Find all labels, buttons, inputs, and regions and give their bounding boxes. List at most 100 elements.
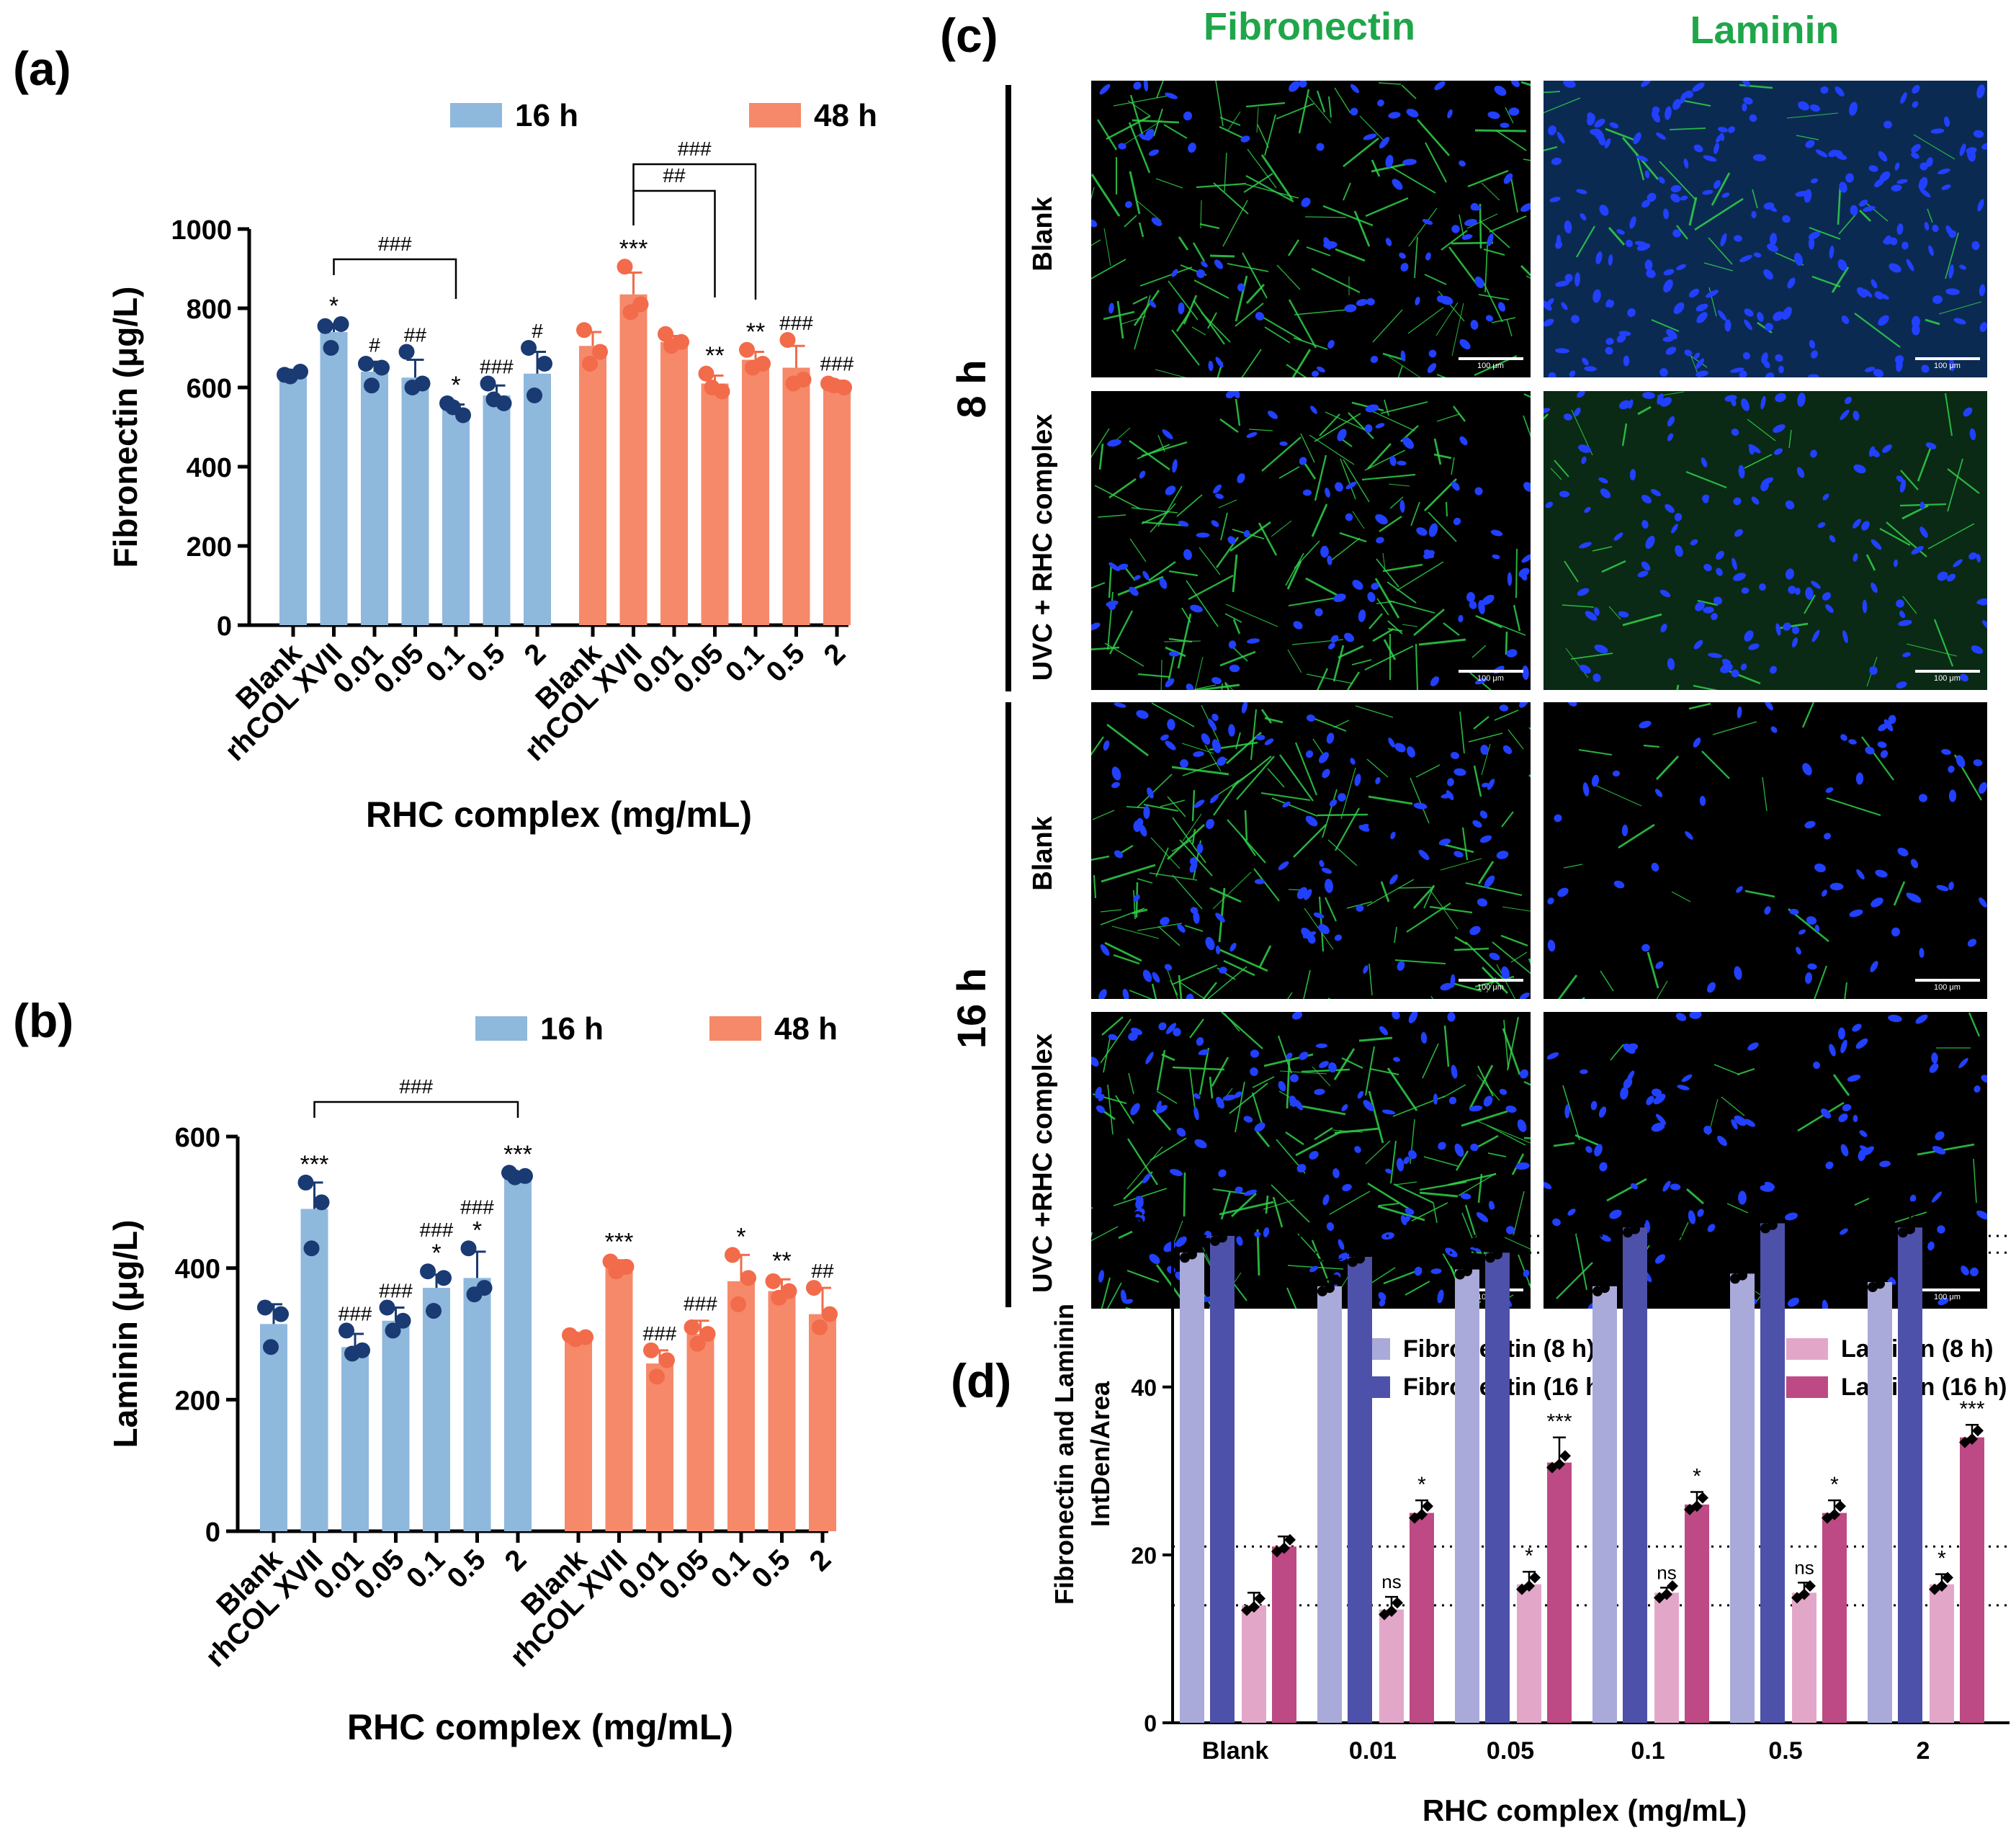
x-axis-label: RHC complex (mg/mL) [1423,1793,1747,1827]
data-point [1798,1588,1810,1600]
significance-label: ### [460,1196,494,1218]
data-point [622,304,639,321]
legend-label: 16 h [540,1011,604,1047]
legend-swatch [1786,1376,1828,1398]
data-point [436,1270,452,1286]
data-point [1972,1425,1984,1437]
data-point [507,1169,523,1186]
row-label-uvc-16h: UVC +RHC complex [1028,1034,1058,1293]
y-tick-label: 1000 [171,215,232,246]
significance-bracket [333,258,457,299]
microscopy-image: 100 μm [1544,81,1987,377]
significance-label: ns [1762,1189,1782,1211]
bar [341,1347,369,1531]
data-point [689,1335,706,1352]
microscopy-image: 100 μm [1091,391,1531,690]
legend-swatch [709,1016,761,1041]
data-point [398,344,415,360]
y-tick-label: 60 [1131,1207,1157,1233]
significance-label: * [1525,1544,1533,1568]
data-point [395,1312,411,1329]
bar [382,1320,410,1531]
microscopy-image: 100 μm [1091,702,1531,999]
data-point [1223,1224,1233,1234]
x-tick-label: 0.5 [760,637,810,688]
data-point [765,1273,781,1289]
bar [1760,1223,1785,1723]
bar [401,377,429,625]
significance-label: * [1830,1473,1839,1497]
data-point [257,1299,273,1316]
data-point [358,356,374,372]
significance-label: *** [503,1141,532,1168]
data-point [1600,1283,1610,1294]
bar [463,1278,491,1531]
data-point [1416,1508,1428,1520]
y-tick-label: 0 [1144,1711,1157,1736]
bar [279,373,307,625]
data-point [704,380,720,395]
data-point [1361,1245,1371,1255]
data-point [1284,1533,1296,1546]
data-point [806,1280,822,1296]
x-axis-label: RHC complex (mg/mL) [366,794,752,835]
significance-label: ns [1625,1189,1644,1211]
significance-bracket [632,163,757,300]
bar [1654,1592,1679,1723]
significance-label: * [1937,1547,1946,1571]
data-point [1697,1492,1708,1504]
bar [1272,1546,1296,1723]
y-axis-label-line1: Fibronectin and Laminin [1049,1304,1079,1605]
data-point [404,380,421,395]
y-tick-label: 20 [1131,1543,1157,1569]
data-point [313,1194,330,1211]
data-point [1737,1270,1747,1281]
bracket-label: ## [663,164,686,187]
data-point [1834,1500,1846,1512]
bar [1242,1605,1266,1723]
significance-label: ns [1457,1239,1477,1260]
bar [1410,1512,1434,1723]
x-tick-label: 2 [804,1543,838,1577]
data-point [1355,1253,1365,1264]
data-point [1193,1240,1203,1251]
bar [1317,1286,1342,1723]
data-point [297,1174,314,1191]
bar [361,372,388,625]
data-point [1523,1580,1535,1592]
legend-swatch [749,103,801,127]
significance-label: ### [339,1302,372,1325]
row-label-blank-8h: Blank [1028,196,1058,271]
data-point [273,1306,289,1322]
significance-label: ** [1596,1242,1613,1266]
significance-label: ns [1900,1176,1919,1198]
y-axis-label: Fibronectin (μg/L) [107,287,144,568]
bar [605,1268,633,1531]
bar [742,359,769,625]
x-tick-label: Blank [1202,1737,1269,1765]
data-point [1462,1265,1472,1276]
bar [300,1209,328,1531]
data-point [480,375,496,392]
panel-label-c: (c) [940,9,998,62]
data-point [725,1247,740,1263]
bar [1379,1609,1404,1723]
data-point [684,1319,700,1335]
data-point [1966,1433,1978,1446]
data-point [1804,1580,1816,1592]
significance-label: ## [811,1260,834,1282]
microscopy-image: 100 μm [1091,81,1531,377]
data-point [1559,1450,1571,1462]
x-tick-label: 0.05 [653,1543,715,1605]
bar [1792,1592,1816,1723]
scale-bar [1915,979,1980,982]
x-tick-label: 0.05 [349,1543,411,1605]
x-tick-label: 0.5 [441,1543,491,1594]
bar [646,1363,673,1531]
data-point [460,1240,477,1257]
data-point [617,259,633,275]
data-point [659,1352,675,1368]
scale-bar-label: 100 μm [1477,674,1504,683]
significance-label: ** [772,1247,791,1275]
